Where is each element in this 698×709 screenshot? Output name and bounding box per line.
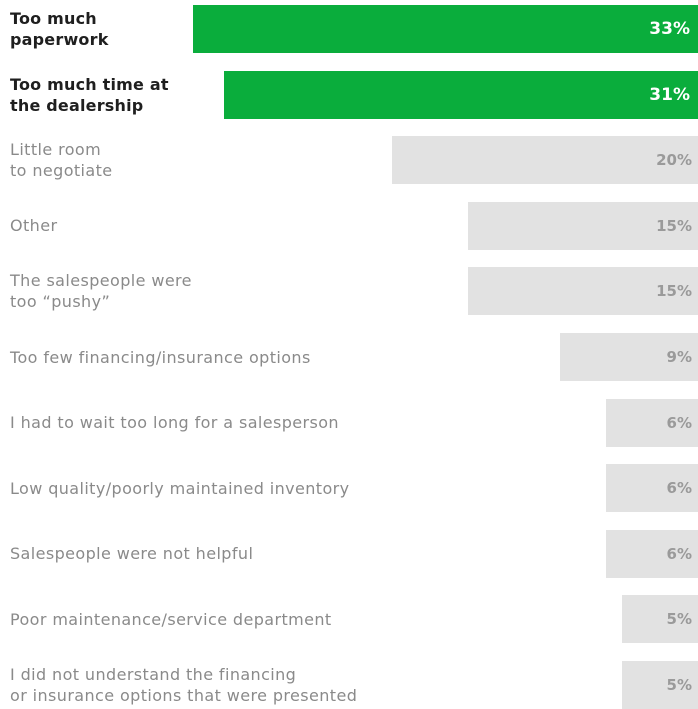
- bar-value-label: 20%: [656, 151, 692, 169]
- bar: 6%: [606, 464, 698, 512]
- bar: 6%: [606, 399, 698, 447]
- category-label: Poor maintenance/service department: [10, 609, 332, 630]
- bar: 15%: [468, 267, 698, 315]
- category-label: Other: [10, 215, 57, 236]
- bar-value-label: 9%: [667, 348, 692, 366]
- bar-row: 6% I had to wait too long for a salespers…: [0, 399, 698, 447]
- category-label: Low quality/poorly maintained inventory: [10, 478, 350, 499]
- bar-value-label: 33%: [649, 19, 690, 39]
- bar-value-label: 6%: [667, 479, 692, 497]
- category-label-line: Little room: [10, 139, 113, 160]
- bar-value-label: 15%: [656, 217, 692, 235]
- bar: 5%: [622, 661, 698, 709]
- bar: 6%: [606, 530, 698, 578]
- bar-value-label: 31%: [649, 85, 690, 105]
- bar-row: 5% Poor maintenance/service department: [0, 595, 698, 643]
- bar: 5%: [622, 595, 698, 643]
- bar-row: 15% Other: [0, 202, 698, 250]
- bar-value-label: 5%: [667, 676, 692, 694]
- category-label-line: Too few financing/insurance options: [10, 347, 311, 368]
- category-label-line: Too much time at: [10, 74, 169, 95]
- bar-value-label: 15%: [656, 282, 692, 300]
- category-label-line: Low quality/poorly maintained inventory: [10, 478, 350, 499]
- bar: 20%: [392, 136, 698, 184]
- category-label-line: too “pushy”: [10, 291, 192, 312]
- bar-value-label: 5%: [667, 610, 692, 628]
- category-label-line: The salespeople were: [10, 270, 192, 291]
- category-label-line: Salespeople were not helpful: [10, 543, 253, 564]
- category-label-line: the dealership: [10, 95, 169, 116]
- category-label-line: I had to wait too long for a salesperson: [10, 412, 339, 433]
- bar-value-label: 6%: [667, 414, 692, 432]
- category-label-line: Other: [10, 215, 57, 236]
- category-label-line: Too much: [10, 8, 109, 29]
- bar-row: 6% Low quality/poorly maintained inventor…: [0, 464, 698, 512]
- bar: 33%: [193, 5, 698, 53]
- category-label-line: paperwork: [10, 29, 109, 50]
- bar-row: 9% Too few financing/insurance options: [0, 333, 698, 381]
- bar-value-label: 6%: [667, 545, 692, 563]
- bar: 9%: [560, 333, 698, 381]
- category-label-line: Poor maintenance/service department: [10, 609, 332, 630]
- category-label: Too few financing/insurance options: [10, 347, 311, 368]
- category-label-line: I did not understand the financing: [10, 664, 357, 685]
- category-label-line: to negotiate: [10, 160, 113, 181]
- category-label: Salespeople were not helpful: [10, 543, 253, 564]
- bar: 15%: [468, 202, 698, 250]
- bar: 31%: [224, 71, 698, 119]
- category-label: I had to wait too long for a salesperson: [10, 412, 339, 433]
- bar-row: 6% Salespeople were not helpful: [0, 530, 698, 578]
